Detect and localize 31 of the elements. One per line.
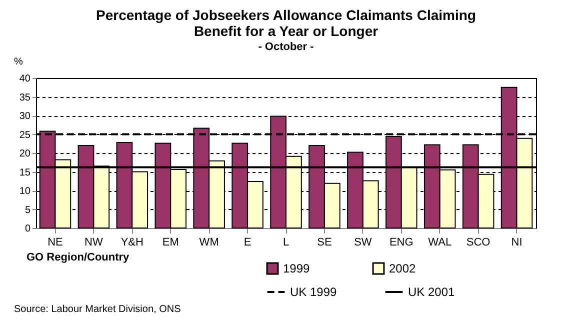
legend-label: UK 1999 — [290, 285, 338, 299]
y-tick-label: 0 — [24, 224, 31, 234]
x-tick-label: NI — [511, 236, 522, 248]
y-axis-title: % — [14, 56, 24, 68]
x-tick-label: NW — [84, 236, 104, 248]
x-tick-label: SW — [354, 236, 372, 248]
x-axis-title: GO Region/Country — [26, 252, 130, 264]
y-tick-label: 35 — [19, 92, 31, 104]
x-tick-label: Y&H — [120, 236, 144, 248]
x-tick-label: SCO — [466, 236, 491, 248]
y-tick-label: 20 — [19, 148, 31, 160]
x-tick-label: E — [244, 236, 252, 248]
y-tick-label: 30 — [19, 111, 31, 122]
y-tick-label: 25 — [19, 130, 31, 141]
source-note: Source: Labour Market Division, ONS — [14, 304, 181, 315]
x-tick-label: ENG — [389, 236, 414, 248]
y-tick-label: 40 — [19, 74, 31, 84]
y-tick-label: 15 — [19, 167, 31, 178]
x-tick-label: WM — [199, 236, 219, 248]
chart-title: Percentage of Jobseekers Allowance Claimants Claiming Benefit for a Year or Longer — [96, 7, 476, 39]
y-tick-label: 5 — [24, 204, 31, 216]
legend-label: UK 2001 — [408, 285, 456, 299]
y-tick-label: 10 — [19, 186, 31, 197]
x-tick-label: EM — [162, 236, 179, 248]
legend-label: 2002 — [389, 262, 416, 276]
legend-label: 1999 — [283, 262, 310, 276]
x-tick-label: WAL — [428, 236, 452, 248]
x-tick-label: L — [282, 236, 290, 248]
x-tick-label: NE — [48, 236, 63, 248]
chart-subtitle: - October - — [258, 41, 314, 53]
x-tick-label: SE — [317, 236, 332, 248]
